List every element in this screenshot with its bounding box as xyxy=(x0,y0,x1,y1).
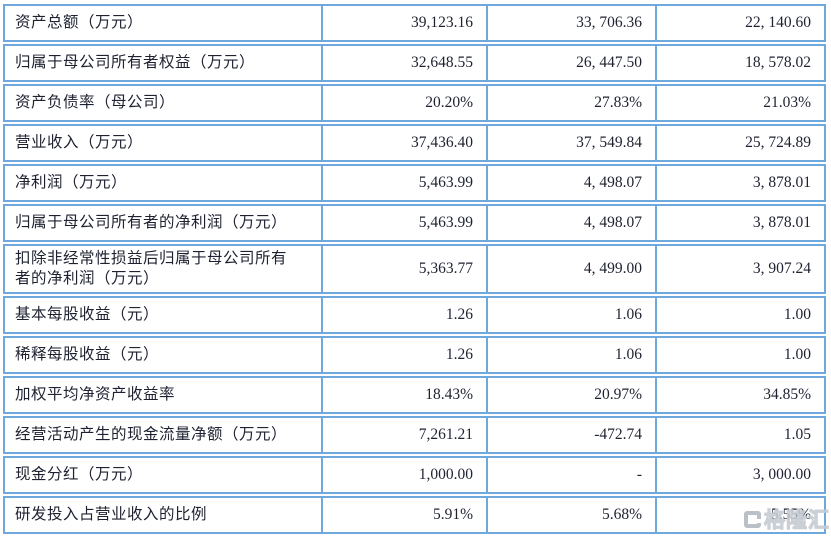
row-value: 1.05 xyxy=(783,426,811,443)
row-label: 净利润（万元） xyxy=(5,166,323,200)
row-label: 扣除非经常性损益后归属于母公司所有 者的净利润（万元） xyxy=(5,246,323,292)
table-row: 归属于母公司所有者权益（万元） 32,648.55 26, 447.50 18,… xyxy=(3,44,826,82)
table-row: 基本每股收益（元） 1.26 1.06 1.00 xyxy=(3,296,826,334)
row-value: 5,363.77 xyxy=(323,246,488,292)
row-label: 现金分红（万元） xyxy=(5,458,323,492)
table-row: 净利润（万元） 5,463.99 4, 498.07 3, 878.01 xyxy=(3,164,826,202)
row-value: 1.06 xyxy=(488,298,657,332)
row-value: 5,463.99 xyxy=(323,166,488,200)
row-label: 稀释每股收益（元） xyxy=(5,338,323,372)
row-value: 20.20% xyxy=(323,86,488,120)
row-value: 20.97% xyxy=(488,378,657,412)
row-value: 3, 878.01 xyxy=(752,174,811,191)
table-row: 营业收入（万元） 37,436.40 37, 549.84 25, 724.89 xyxy=(3,124,826,162)
row-value: 1.00 xyxy=(783,346,811,363)
row-value: 1.00 xyxy=(783,306,811,323)
table-row: 现金分红（万元） 1,000.00 - 3, 000.00 xyxy=(3,456,826,494)
row-value: 3, 000.00 xyxy=(752,466,811,483)
table-row: 资产总额（万元） 39,123.16 33, 706.36 22, 140.60 xyxy=(3,4,826,42)
row-label: 经营活动产生的现金流量净额（万元） xyxy=(5,418,323,452)
row-value: 34.85% xyxy=(763,386,811,403)
row-value: 4, 498.07 xyxy=(488,206,657,240)
row-value: 5.91% xyxy=(323,498,488,532)
row-value: - xyxy=(488,458,657,492)
row-value: 26, 447.50 xyxy=(488,46,657,80)
row-value: 22, 140.60 xyxy=(745,14,811,31)
row-value: 1.26 xyxy=(323,298,488,332)
row-value: 7,261.21 xyxy=(323,418,488,452)
row-value: -472.74 xyxy=(488,418,657,452)
row-label: 研发投入占营业收入的比例 xyxy=(5,498,323,532)
row-value: 27.83% xyxy=(488,86,657,120)
row-value: 37, 549.84 xyxy=(488,126,657,160)
row-value: 1.26 xyxy=(323,338,488,372)
row-label: 基本每股收益（元） xyxy=(5,298,323,332)
row-value: 5.55% xyxy=(770,506,811,523)
row-label: 归属于母公司所有者的净利润（万元） xyxy=(5,206,323,240)
row-value: 21.03% xyxy=(763,94,811,111)
row-label: 加权平均净资产收益率 xyxy=(5,378,323,412)
table-row: 稀释每股收益（元） 1.26 1.06 1.00 xyxy=(3,336,826,374)
row-label: 归属于母公司所有者权益（万元） xyxy=(5,46,323,80)
row-value: 3, 878.01 xyxy=(752,214,811,231)
row-value: 4, 498.07 xyxy=(488,166,657,200)
row-label: 营业收入（万元） xyxy=(5,126,323,160)
row-value: 37,436.40 xyxy=(323,126,488,160)
financial-table: 资产总额（万元） 39,123.16 33, 706.36 22, 140.60… xyxy=(3,4,826,536)
table-row: 归属于母公司所有者的净利润（万元） 5,463.99 4, 498.07 3, … xyxy=(3,204,826,242)
row-value: 18, 578.02 xyxy=(745,54,811,71)
row-value: 33, 706.36 xyxy=(488,6,657,40)
table-row: 扣除非经常性损益后归属于母公司所有 者的净利润（万元） 5,363.77 4, … xyxy=(3,244,826,294)
row-value: 39,123.16 xyxy=(323,6,488,40)
row-value: 4, 499.00 xyxy=(488,246,657,292)
row-value: 3, 907.24 xyxy=(752,260,811,277)
table-row: 研发投入占营业收入的比例 5.91% 5.68% 5.55% xyxy=(3,496,826,534)
row-value: 25, 724.89 xyxy=(745,134,811,151)
row-label: 资产负债率（母公司） xyxy=(5,86,323,120)
row-value: 32,648.55 xyxy=(323,46,488,80)
table-row: 经营活动产生的现金流量净额（万元） 7,261.21 -472.74 1.05 xyxy=(3,416,826,454)
row-value: 1.06 xyxy=(488,338,657,372)
table-row: 资产负债率（母公司） 20.20% 27.83% 21.03% xyxy=(3,84,826,122)
row-value: 18.43% xyxy=(323,378,488,412)
table-row: 加权平均净资产收益率 18.43% 20.97% 34.85% xyxy=(3,376,826,414)
row-value: 5.68% xyxy=(488,498,657,532)
row-value: 5,463.99 xyxy=(323,206,488,240)
row-label: 资产总额（万元） xyxy=(5,6,323,40)
row-value: 1,000.00 xyxy=(323,458,488,492)
